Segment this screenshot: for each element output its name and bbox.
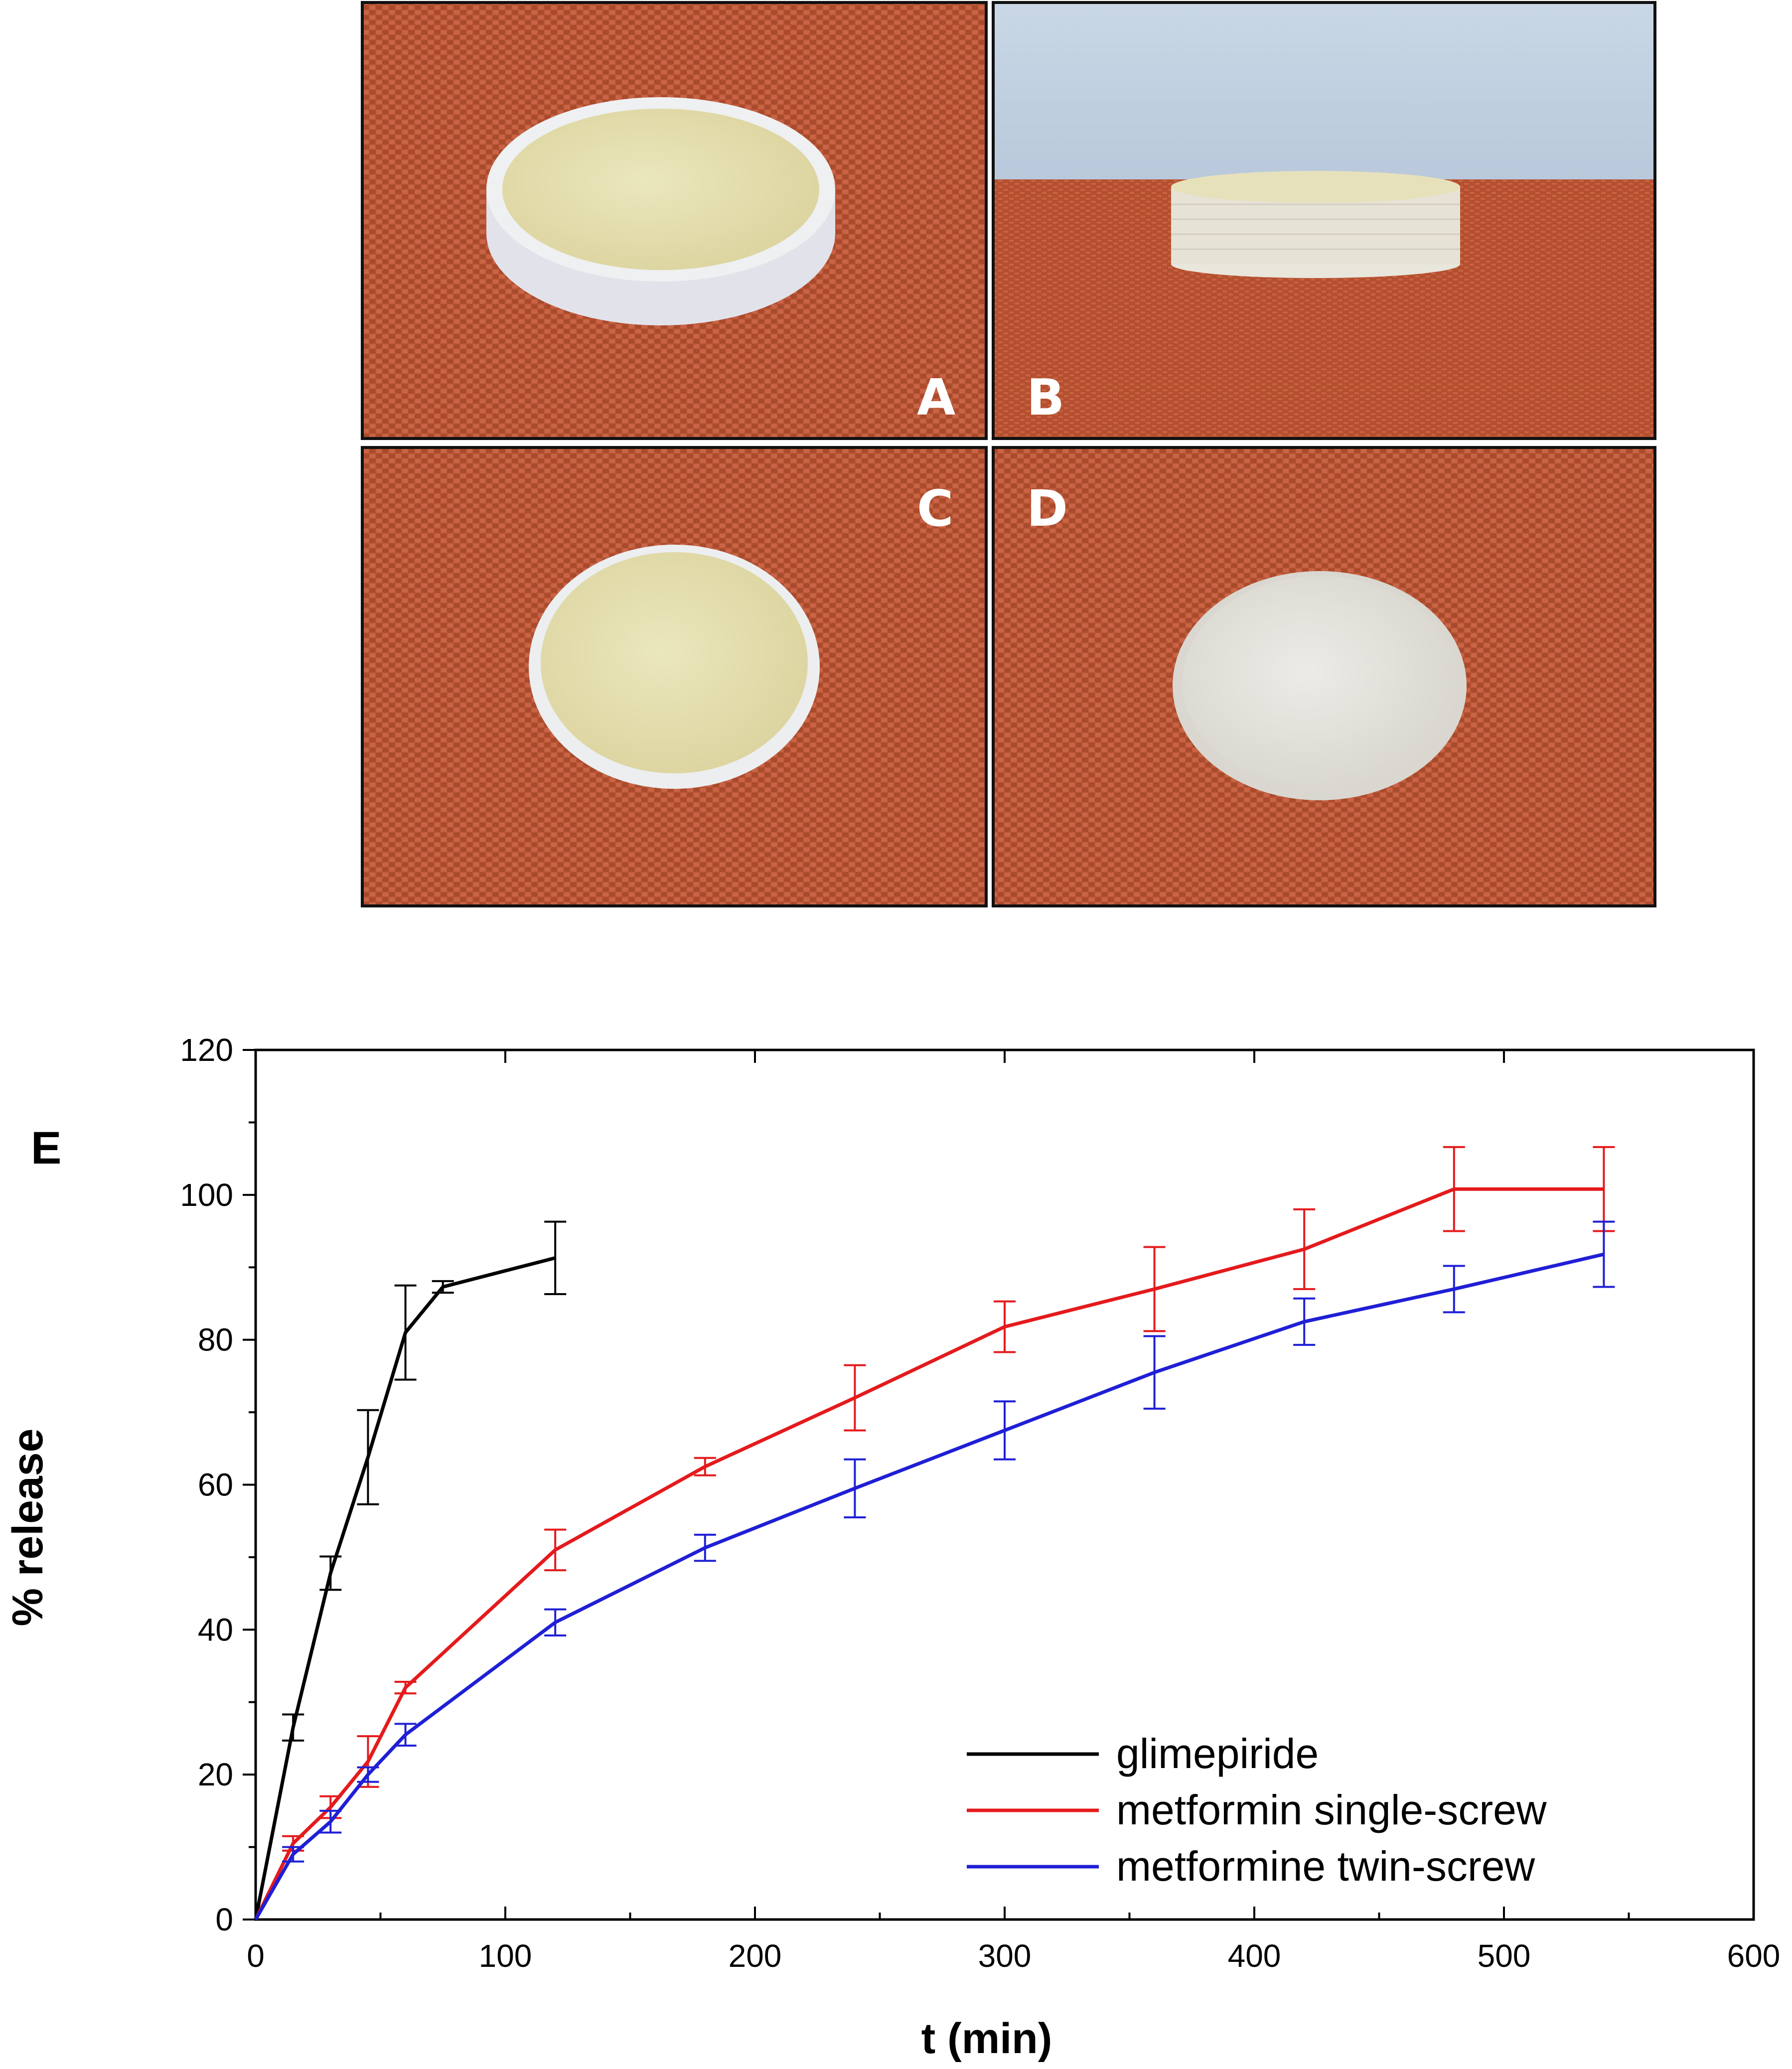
legend-label-metformin-twin: metformine twin-screw — [1116, 1843, 1535, 1890]
panel-letter-b: B — [1027, 368, 1064, 427]
legend-label-metformin-single: metformin single-screw — [1116, 1786, 1547, 1833]
tablet-c — [529, 545, 820, 789]
x-tick-label: 300 — [978, 1938, 1032, 1974]
y-tick-label: 120 — [180, 1032, 233, 1068]
y-axis: 0 20 40 60 80 100 120 — [180, 1032, 256, 1937]
y-tick-label: 0 — [215, 1902, 233, 1937]
y-tick-label: 60 — [198, 1467, 233, 1503]
figure-letter-e: E — [31, 1123, 61, 1174]
y-tick-label: 20 — [198, 1757, 233, 1792]
series-glimepiride — [254, 1220, 567, 1920]
panel-a: A — [361, 1, 988, 440]
x-tick-label: 500 — [1478, 1938, 1531, 1974]
panel-c: C — [361, 446, 988, 907]
x-tick-label: 100 — [479, 1938, 532, 1974]
tablet-photo-grid: A B C D — [361, 1, 1656, 907]
x-axis-title: t (min) — [921, 2015, 1052, 2063]
panel-letter-c: C — [917, 479, 953, 538]
tablet-b — [1171, 171, 1460, 278]
x-axis: 0 100 200 300 400 500 600 — [247, 1050, 1780, 1974]
x-tick-label: 600 — [1727, 1938, 1781, 1974]
panel-letter-d: D — [1027, 479, 1068, 538]
y-tick-label: 80 — [198, 1322, 233, 1358]
legend-label-glimepiride: glimepiride — [1116, 1730, 1319, 1777]
series-metformine-twin-screw — [254, 1220, 1615, 1921]
series-metformin-single-screw — [254, 1146, 1615, 1921]
y-tick-label: 100 — [180, 1177, 233, 1213]
tablet-a — [486, 97, 835, 325]
x-tick-label: 0 — [247, 1938, 265, 1974]
legend: glimepiride metformin single-screw metfo… — [967, 1730, 1547, 1890]
panel-d: D — [992, 446, 1656, 907]
series-layer — [254, 1146, 1615, 1921]
panel-letter-a: A — [917, 368, 955, 427]
tablet-d — [1173, 571, 1467, 800]
x-tick-label: 400 — [1228, 1938, 1281, 1974]
panel-b: B — [992, 1, 1656, 440]
y-tick-label: 40 — [198, 1612, 233, 1647]
x-tick-label: 200 — [729, 1938, 782, 1974]
y-axis-title: % release — [4, 1429, 52, 1626]
